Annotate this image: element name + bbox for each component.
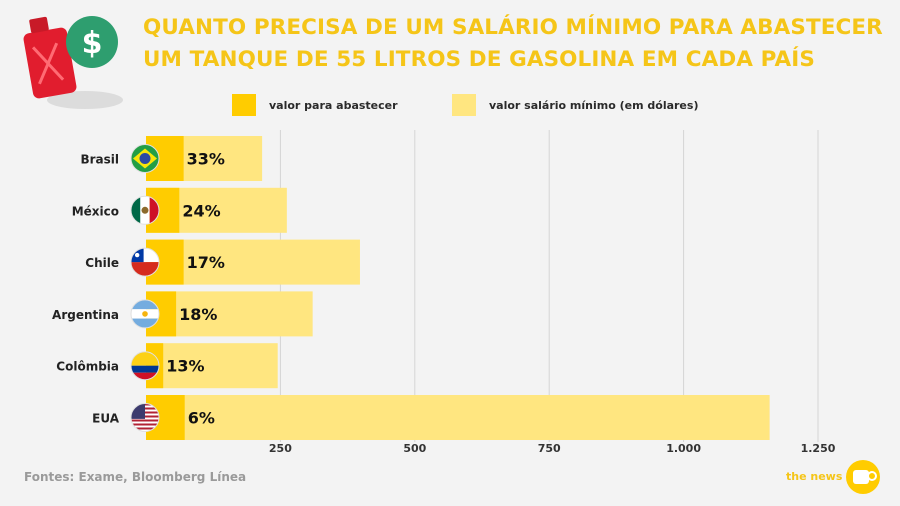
argentina-flag-icon	[130, 299, 160, 329]
category-label: Chile	[85, 256, 119, 270]
usa-flag-icon	[130, 403, 160, 432]
title-line-1: QUANTO PRECISA DE UM SALÁRIO MÍNIMO PARA…	[143, 15, 883, 40]
mexico-flag-icon	[130, 195, 160, 225]
data-label: 33%	[187, 150, 225, 169]
title-line-2: UM TANQUE DE 55 LITROS DE GASOLINA EM CA…	[143, 47, 815, 72]
legend-label-wage: valor salário mínimo (em dólares)	[489, 98, 699, 112]
dollar-coin-icon: $	[66, 16, 118, 68]
fuel-can-icon	[23, 16, 123, 109]
chart-title: QUANTO PRECISA DE UM SALÁRIO MÍNIMO PARA…	[143, 12, 883, 76]
bar-wage	[146, 395, 770, 440]
category-label: Argentina	[52, 308, 119, 322]
x-tick-label: 750	[538, 442, 561, 455]
category-label: México	[72, 204, 119, 218]
x-tick-label: 1.250	[801, 442, 836, 455]
svg-text:$: $	[82, 26, 103, 61]
data-label: 17%	[187, 253, 225, 272]
category-label: EUA	[92, 412, 120, 426]
source-note: Fontes: Exame, Bloomberg Línea	[24, 470, 247, 484]
brazil-flag-icon	[130, 144, 160, 173]
legend-label-fuel: valor para abastecer	[269, 98, 398, 112]
data-label: 13%	[166, 357, 204, 376]
bar-wage	[146, 343, 278, 389]
x-tick-label: 1.000	[666, 442, 701, 455]
colombia-flag-icon	[130, 351, 160, 381]
category-label: Colômbia	[56, 360, 119, 374]
chile-flag-icon	[130, 247, 160, 277]
legend-item-fuel: valor para abastecer	[232, 94, 398, 116]
data-label: 18%	[179, 305, 217, 324]
data-label: 24%	[182, 201, 220, 220]
x-tick-label: 250	[269, 442, 292, 455]
legend-swatch-fuel	[232, 94, 256, 116]
data-label: 6%	[188, 409, 215, 428]
coffee-cup-icon	[846, 460, 880, 494]
brand-logo-text: the news	[786, 470, 843, 483]
legend-item-wage: valor salário mínimo (em dólares)	[452, 94, 698, 116]
x-tick-label: 500	[403, 442, 426, 455]
legend-swatch-wage	[452, 94, 476, 116]
category-label: Brasil	[80, 153, 119, 167]
